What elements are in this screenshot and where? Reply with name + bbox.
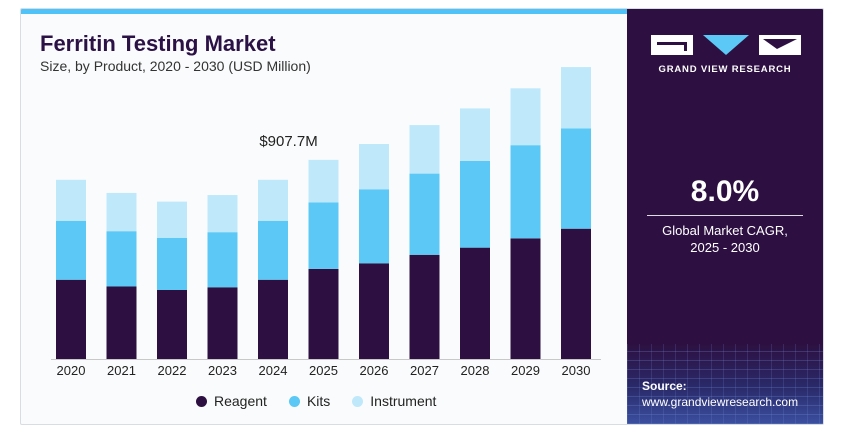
- bar-reagent-2028: [460, 247, 490, 359]
- bar-kits-2025: [308, 202, 339, 269]
- legend-item-kits: Kits: [288, 393, 331, 409]
- legend-label-instrument: Instrument: [370, 393, 437, 409]
- bar-reagent-2025: [308, 268, 339, 359]
- bar-reagent-2023: [207, 287, 238, 359]
- x-tick-label-2029: 2029: [511, 363, 540, 378]
- bar-instrument-2022: [157, 201, 187, 238]
- accent-bar: [21, 9, 627, 14]
- x-tick-label-2030: 2030: [562, 363, 591, 378]
- legend-swatch-kits: [288, 395, 300, 407]
- chart-subtitle: Size, by Product, 2020 - 2030 (USD Milli…: [40, 58, 311, 74]
- bar-reagent-2027: [409, 254, 440, 359]
- bar-instrument-2020: [56, 179, 86, 221]
- legend-swatch-reagent: [196, 395, 207, 407]
- bar-kits-2020: [56, 220, 86, 280]
- source-link[interactable]: www.grandviewresearch.com: [642, 395, 799, 409]
- bar-kits-2021: [106, 231, 137, 287]
- legend-item-instrument: Instrument: [352, 393, 436, 409]
- x-tick-label-2028: 2028: [461, 363, 490, 378]
- bar-instrument-2025: [308, 159, 339, 203]
- bar-instrument-2026: [359, 144, 389, 190]
- chart-card: Ferritin Testing Market Size, by Product…: [20, 8, 824, 425]
- x-tick-label-2021: 2021: [107, 363, 136, 378]
- bar-reagent-2022: [157, 289, 187, 359]
- x-tick-label-2022: 2022: [158, 363, 187, 378]
- brand-name: GRAND VIEW RESEARCH: [658, 64, 792, 75]
- bar-kits-2028: [460, 160, 490, 248]
- bar-kits-2026: [359, 189, 389, 264]
- grand-view-research-logo: [651, 35, 801, 55]
- bar-reagent-2026: [359, 263, 389, 359]
- bar-kits-2029: [510, 145, 541, 239]
- cagr-divider: [647, 215, 803, 216]
- sidebar-panel: GRAND VIEW RESEARCH 8.0% Global Market C…: [627, 9, 823, 424]
- cagr-label: Global Market CAGR, 2025 - 2030: [627, 222, 823, 256]
- bar-instrument-2021: [106, 192, 137, 232]
- bar-kits-2022: [157, 237, 187, 290]
- bar-kits-2027: [409, 173, 440, 255]
- bar-reagent-2020: [56, 279, 86, 359]
- bar-chart: 2020 2021 2022 2023 2024 2025 $907.7M 2026 2027 2…: [51, 67, 601, 378]
- bar-kits-2023: [207, 232, 238, 288]
- legend-item-reagent: Reagent: [196, 393, 267, 409]
- x-tick-label-2023: 2023: [208, 363, 237, 378]
- bar-instrument-2023: [207, 195, 238, 233]
- cagr-value: 8.0%: [690, 175, 760, 208]
- bar-instrument-2024: [258, 179, 288, 221]
- x-tick-label-2020: 2020: [57, 363, 86, 378]
- bar-kits-2030: [561, 128, 591, 229]
- x-tick-label-2027: 2027: [410, 363, 439, 378]
- x-tick-label-2026: 2026: [360, 363, 389, 378]
- x-tick-label-2024: 2024: [259, 363, 288, 378]
- bar-reagent-2024: [258, 279, 288, 359]
- bar-reagent-2029: [510, 238, 541, 359]
- bar-instrument-2030: [561, 67, 591, 129]
- legend-swatch-instrument: [352, 395, 364, 407]
- bar-instrument-2029: [510, 88, 541, 146]
- bar-reagent-2030: [561, 228, 591, 359]
- cagr-label-line-2: 2025 - 2030: [690, 240, 760, 255]
- legend-label-kits: Kits: [306, 393, 331, 409]
- cagr-label-line-1: Global Market CAGR,: [662, 223, 788, 238]
- sidebar-decoration: [627, 344, 823, 424]
- legend-label-reagent: Reagent: [214, 393, 267, 409]
- bar-instrument-2027: [409, 125, 440, 174]
- chart-title: Ferritin Testing Market: [40, 31, 276, 56]
- source-block: Source: www.grandviewresearch.com: [642, 378, 798, 410]
- bar-kits-2024: [258, 220, 288, 280]
- bar-instrument-2028: [460, 108, 490, 161]
- legend: Reagent Kits Instrument: [196, 393, 458, 409]
- value-annotation: $907.7M: [259, 133, 317, 150]
- x-tick-label-2025: 2025: [309, 363, 338, 378]
- bar-reagent-2021: [106, 286, 137, 359]
- source-title: Source:: [642, 379, 687, 393]
